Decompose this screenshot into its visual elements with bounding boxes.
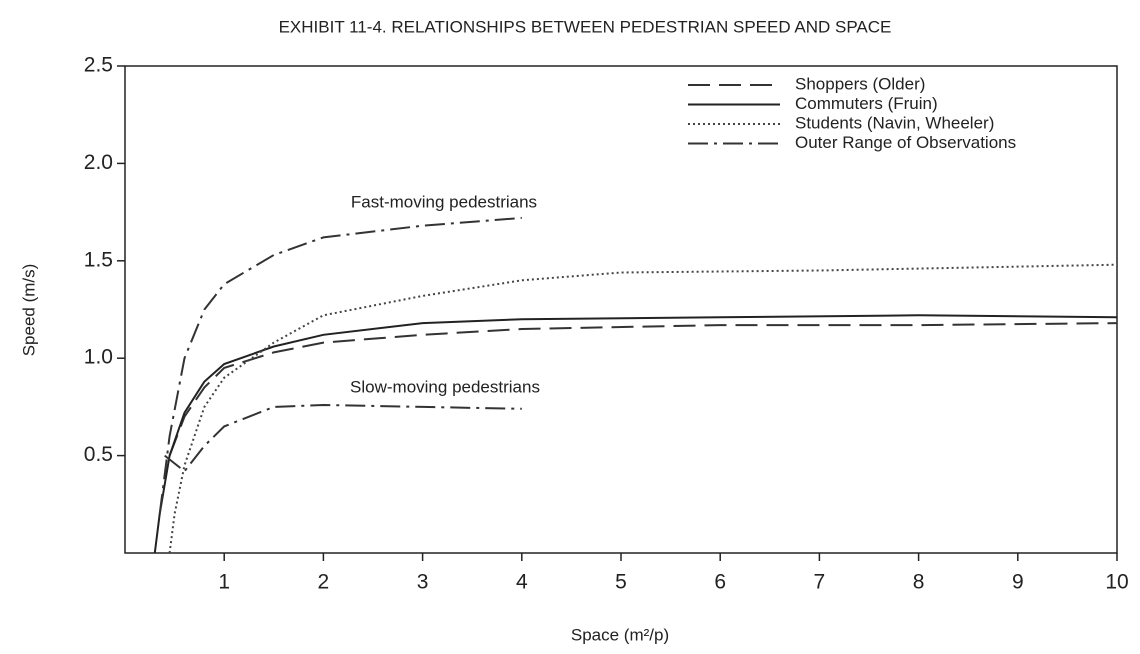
series-line: [168, 263, 1118, 554]
series-line: [168, 322, 1118, 456]
x-tick-label: 10: [1105, 571, 1128, 594]
legend-label: Outer Range of Observations: [795, 133, 1016, 152]
annotation: Slow-moving pedestrians: [350, 377, 540, 396]
x-tick-label: 9: [1012, 571, 1024, 594]
annotation: Fast-moving pedestrians: [351, 192, 537, 211]
y-tick-label: 2.5: [84, 54, 113, 77]
x-tick-label: 2: [318, 571, 330, 594]
x-tick-label: 4: [516, 571, 528, 594]
y-axis-label: Speed (m/s): [19, 264, 38, 357]
x-tick-label: 3: [417, 571, 429, 594]
series-line: [153, 314, 1118, 554]
x-tick-label: 7: [814, 571, 826, 594]
legend-label: Commuters (Fruin): [795, 94, 938, 113]
x-tick-label: 8: [913, 571, 925, 594]
y-tick-label: 1.0: [84, 346, 113, 369]
x-tick-label: 5: [615, 571, 627, 594]
series-line: [158, 216, 522, 515]
y-tick-label: 2.0: [84, 151, 113, 174]
x-tick-label: 6: [714, 571, 726, 594]
chart-title: EXHIBIT 11-4. RELATIONSHIPS BETWEEN PEDE…: [279, 17, 892, 36]
y-tick-label: 0.5: [84, 443, 113, 466]
x-tick-label: 1: [218, 571, 230, 594]
legend-label: Shoppers (Older): [795, 74, 925, 93]
x-axis-label: Space (m²/p): [571, 625, 669, 644]
y-tick-label: 1.5: [84, 248, 113, 271]
legend-label: Students (Navin, Wheeler): [795, 113, 994, 132]
